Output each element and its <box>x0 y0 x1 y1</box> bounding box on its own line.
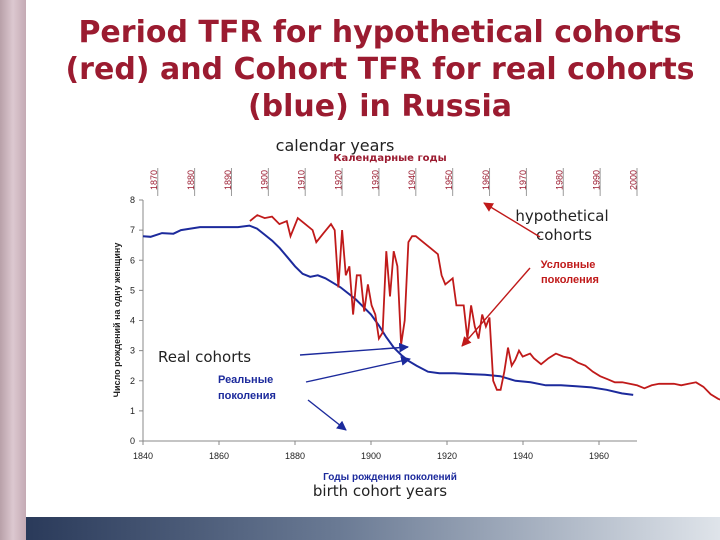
series-line-real-cohorts <box>142 224 634 396</box>
x-axis-ticks: 1840 1860 1880 1900 1920 1940 1960 <box>133 441 609 461</box>
annotation-hypothetical-en-2: cohorts <box>536 226 592 244</box>
x-tick-label: 1860 <box>209 451 229 461</box>
series-line-hypothetical-cohorts <box>249 214 720 401</box>
top-tick-label: 1880 <box>186 170 196 190</box>
slide-title-line-3: (blue) in Russia <box>247 89 513 124</box>
x-axis-title-ru: Годы рождения поколений <box>323 472 457 483</box>
top-axis-title-en: calendar years <box>276 136 395 155</box>
y-tick-label: 4 <box>130 316 135 326</box>
arrow-real-ru <box>305 356 411 383</box>
annotation-hypothetical-ru-1: Условные <box>541 259 596 271</box>
arrow-real-down <box>307 399 347 431</box>
y-tick-label: 2 <box>130 376 135 386</box>
top-tick-label: 1950 <box>444 170 454 190</box>
arrow-hypothetical-down <box>461 267 531 347</box>
slide-title-line-1: Period TFR for hypothetical cohorts <box>78 15 682 50</box>
top-tick-label: 1990 <box>592 170 602 190</box>
top-tick-label: 2000 <box>628 170 638 190</box>
y-tick-label: 0 <box>130 436 135 446</box>
slide-title: Period TFR for hypothetical cohorts (red… <box>60 14 700 125</box>
x-tick-label: 1960 <box>589 451 609 461</box>
y-axis-title: Число рождений на одну женщину <box>112 243 122 398</box>
top-tick-label: 1870 <box>149 170 159 190</box>
y-tick-label: 7 <box>130 225 135 235</box>
top-axis-title-ru: Календарные годы <box>333 153 446 164</box>
annotation-real-ru-2: поколения <box>218 390 276 402</box>
y-tick-label: 1 <box>130 406 135 416</box>
x-tick-label: 1880 <box>285 451 305 461</box>
y-tick-label: 5 <box>130 285 135 295</box>
x-axis-title-en: birth cohort years <box>313 482 447 500</box>
y-tick-label: 6 <box>130 255 135 265</box>
top-tick-label: 1980 <box>555 170 565 190</box>
top-tick-label: 1940 <box>407 170 417 190</box>
x-tick-label: 1900 <box>361 451 381 461</box>
y-tick-label: 3 <box>130 346 135 356</box>
plot-area <box>143 200 637 441</box>
top-tick-label: 1910 <box>297 170 307 190</box>
top-tick-label: 1900 <box>260 170 270 190</box>
top-tick-label: 1920 <box>333 170 343 190</box>
slide-footer-bar <box>26 517 720 540</box>
x-tick-label: 1840 <box>133 451 153 461</box>
arrow-real-up <box>299 342 409 356</box>
top-tick-label: 1970 <box>518 170 528 190</box>
top-tick-label: 1930 <box>370 170 380 190</box>
x-tick-label: 1920 <box>437 451 457 461</box>
y-axis-ticks: 0 1 2 3 4 5 6 7 8 <box>130 195 143 446</box>
x-tick-label: 1940 <box>513 451 533 461</box>
y-tick-label: 8 <box>130 195 135 205</box>
top-axis-ticks: 1870 1880 1890 1900 1910 1920 1930 1940 1950 1960… <box>149 168 638 196</box>
annotation-hypothetical-en-1: hypothetical <box>515 207 608 225</box>
slide-title-line-2: (red) and Cohort TFR for real cohorts <box>65 52 695 87</box>
top-tick-label: 1890 <box>223 170 233 190</box>
annotation-real-ru-1: Реальные <box>218 374 273 386</box>
annotation-hypothetical-ru-2: поколения <box>541 274 599 286</box>
slide-side-bar <box>0 0 26 540</box>
arrow-hypothetical-up <box>483 202 541 238</box>
annotation-real-en: Real cohorts <box>158 348 251 366</box>
top-tick-label: 1960 <box>481 170 491 190</box>
